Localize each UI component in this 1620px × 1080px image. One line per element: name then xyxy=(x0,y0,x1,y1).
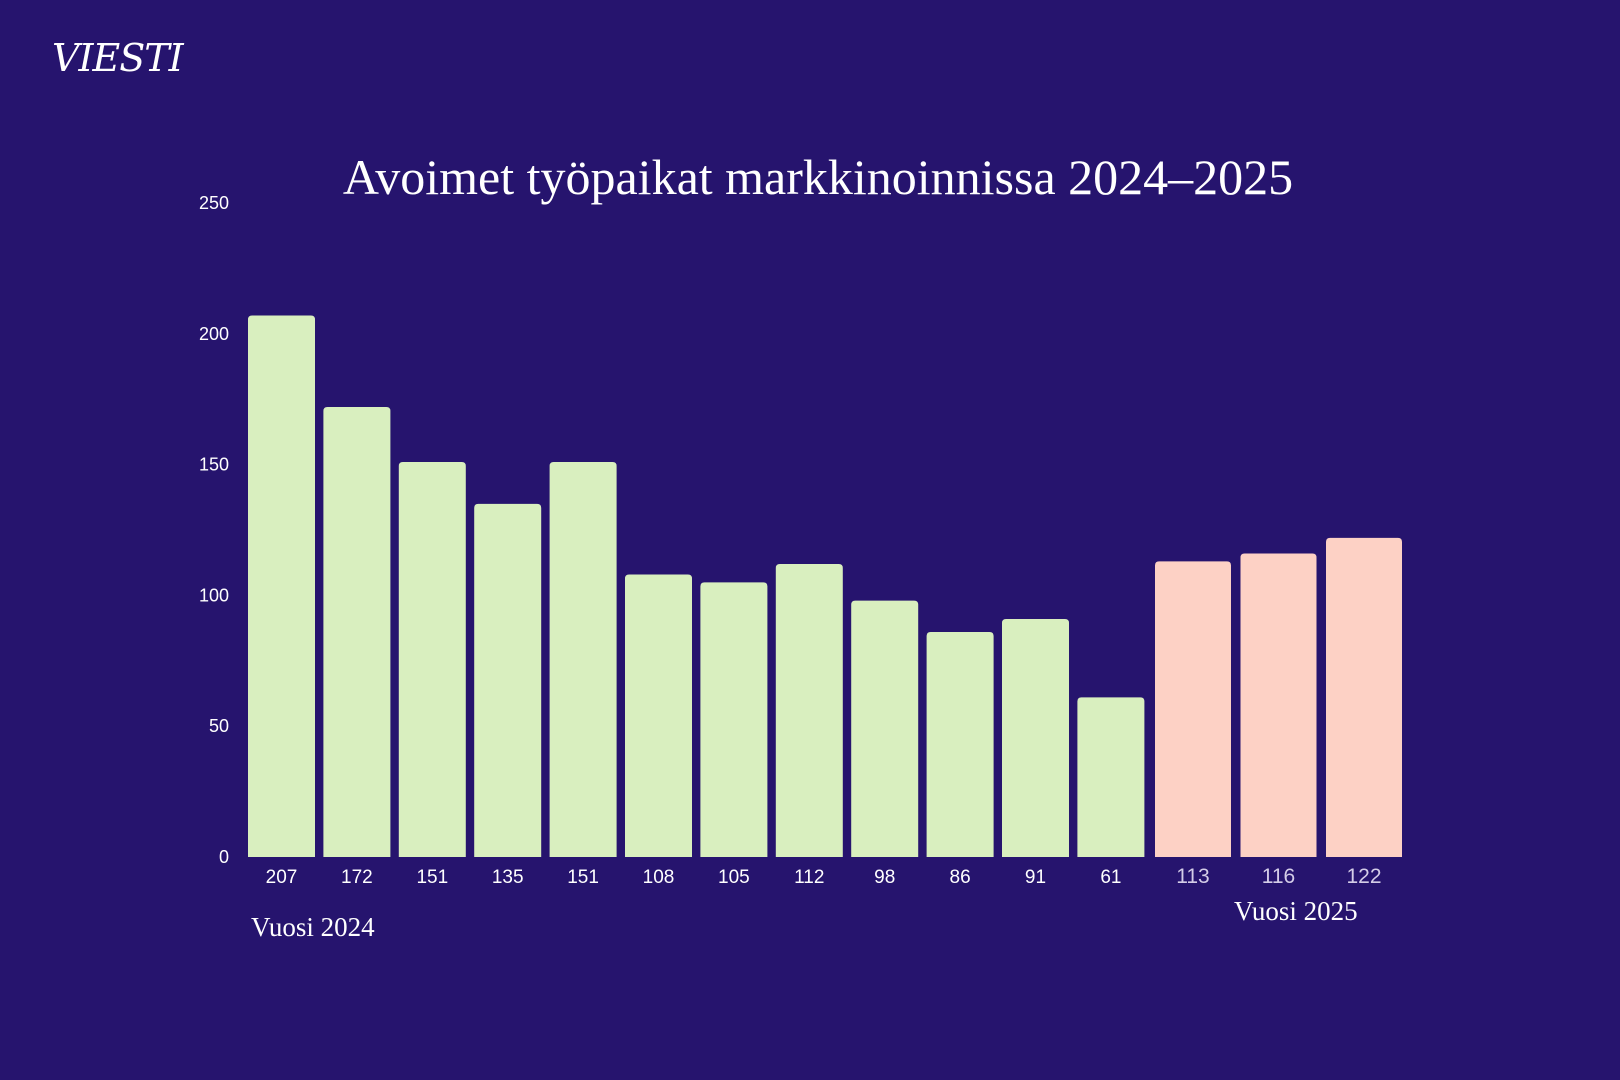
bar xyxy=(1155,561,1231,857)
bar-value-label: 112 xyxy=(794,867,824,888)
bar-value-label: 86 xyxy=(950,867,971,888)
bar xyxy=(775,564,843,857)
bar-value-label: 108 xyxy=(643,867,675,888)
bar-value-label: 122 xyxy=(1346,865,1381,888)
chart-title: Avoimet työpaikat markkinoinnissa 2024–2… xyxy=(342,149,1294,205)
bar-value-label: 61 xyxy=(1100,867,1121,888)
bar-value-label: 91 xyxy=(1025,867,1046,888)
viesti-logo: VIESTI xyxy=(52,36,184,80)
bar xyxy=(1240,553,1317,857)
bar-value-label: 105 xyxy=(718,867,750,888)
bar xyxy=(700,582,768,857)
bar xyxy=(1326,537,1402,857)
bar-value-label: 135 xyxy=(492,867,524,888)
bar xyxy=(851,600,919,857)
bar xyxy=(549,461,617,857)
y-tick-label: 0 xyxy=(219,847,229,867)
bar-value-label: 151 xyxy=(416,867,448,888)
bar-value-label: 172 xyxy=(341,867,373,888)
bar-value-label: 98 xyxy=(874,867,895,888)
y-tick-label: 150 xyxy=(199,455,229,475)
bar xyxy=(323,407,391,857)
bar xyxy=(926,632,994,857)
y-tick-label: 100 xyxy=(199,585,229,605)
y-tick-label: 50 xyxy=(209,716,229,736)
bar xyxy=(1077,697,1145,857)
bar xyxy=(1002,618,1069,857)
y-tick-label: 200 xyxy=(199,324,229,344)
bar xyxy=(398,461,466,857)
bar xyxy=(625,574,692,857)
bar xyxy=(474,503,542,857)
y-tick-label: 250 xyxy=(199,193,229,213)
bar-value-label: 116 xyxy=(1262,865,1295,888)
bar xyxy=(248,315,315,857)
bar-value-label: 207 xyxy=(266,867,298,888)
group-label-2025: Vuosi 2025 xyxy=(1234,896,1358,926)
group-label-2024: Vuosi 2024 xyxy=(251,912,375,942)
bar-value-label: 151 xyxy=(567,867,599,888)
bar-value-label: 113 xyxy=(1176,865,1209,888)
